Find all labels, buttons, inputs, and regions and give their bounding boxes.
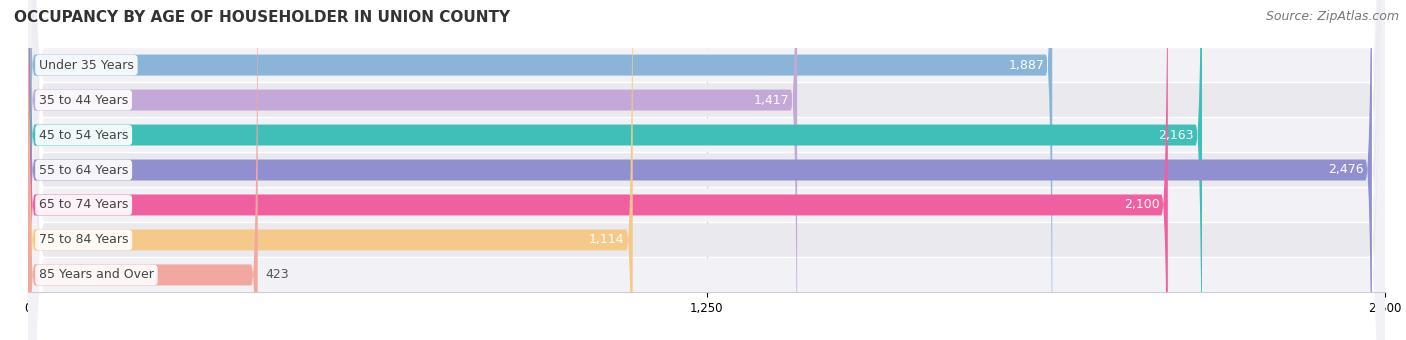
- Text: 65 to 74 Years: 65 to 74 Years: [39, 199, 128, 211]
- Text: 2,100: 2,100: [1123, 199, 1160, 211]
- Text: 75 to 84 Years: 75 to 84 Years: [39, 234, 128, 246]
- FancyBboxPatch shape: [28, 0, 1168, 340]
- Text: 35 to 44 Years: 35 to 44 Years: [39, 94, 128, 106]
- Text: 45 to 54 Years: 45 to 54 Years: [39, 129, 128, 141]
- FancyBboxPatch shape: [28, 0, 1052, 340]
- FancyBboxPatch shape: [28, 0, 1372, 340]
- Text: OCCUPANCY BY AGE OF HOUSEHOLDER IN UNION COUNTY: OCCUPANCY BY AGE OF HOUSEHOLDER IN UNION…: [14, 10, 510, 25]
- FancyBboxPatch shape: [28, 0, 1385, 340]
- FancyBboxPatch shape: [28, 0, 1385, 340]
- FancyBboxPatch shape: [28, 0, 1385, 340]
- FancyBboxPatch shape: [28, 0, 257, 340]
- FancyBboxPatch shape: [28, 0, 1385, 340]
- FancyBboxPatch shape: [28, 0, 797, 340]
- FancyBboxPatch shape: [28, 0, 1385, 340]
- FancyBboxPatch shape: [28, 0, 633, 340]
- Text: 2,163: 2,163: [1159, 129, 1194, 141]
- Text: 2,476: 2,476: [1329, 164, 1364, 176]
- Text: 423: 423: [266, 268, 290, 282]
- FancyBboxPatch shape: [28, 0, 1202, 340]
- Text: 1,114: 1,114: [589, 234, 624, 246]
- Text: Under 35 Years: Under 35 Years: [39, 58, 134, 72]
- Text: 1,887: 1,887: [1008, 58, 1045, 72]
- Text: Source: ZipAtlas.com: Source: ZipAtlas.com: [1265, 10, 1399, 23]
- Text: 85 Years and Over: 85 Years and Over: [39, 268, 153, 282]
- FancyBboxPatch shape: [28, 0, 1385, 340]
- Text: 1,417: 1,417: [754, 94, 789, 106]
- Text: 55 to 64 Years: 55 to 64 Years: [39, 164, 128, 176]
- FancyBboxPatch shape: [28, 0, 1385, 340]
